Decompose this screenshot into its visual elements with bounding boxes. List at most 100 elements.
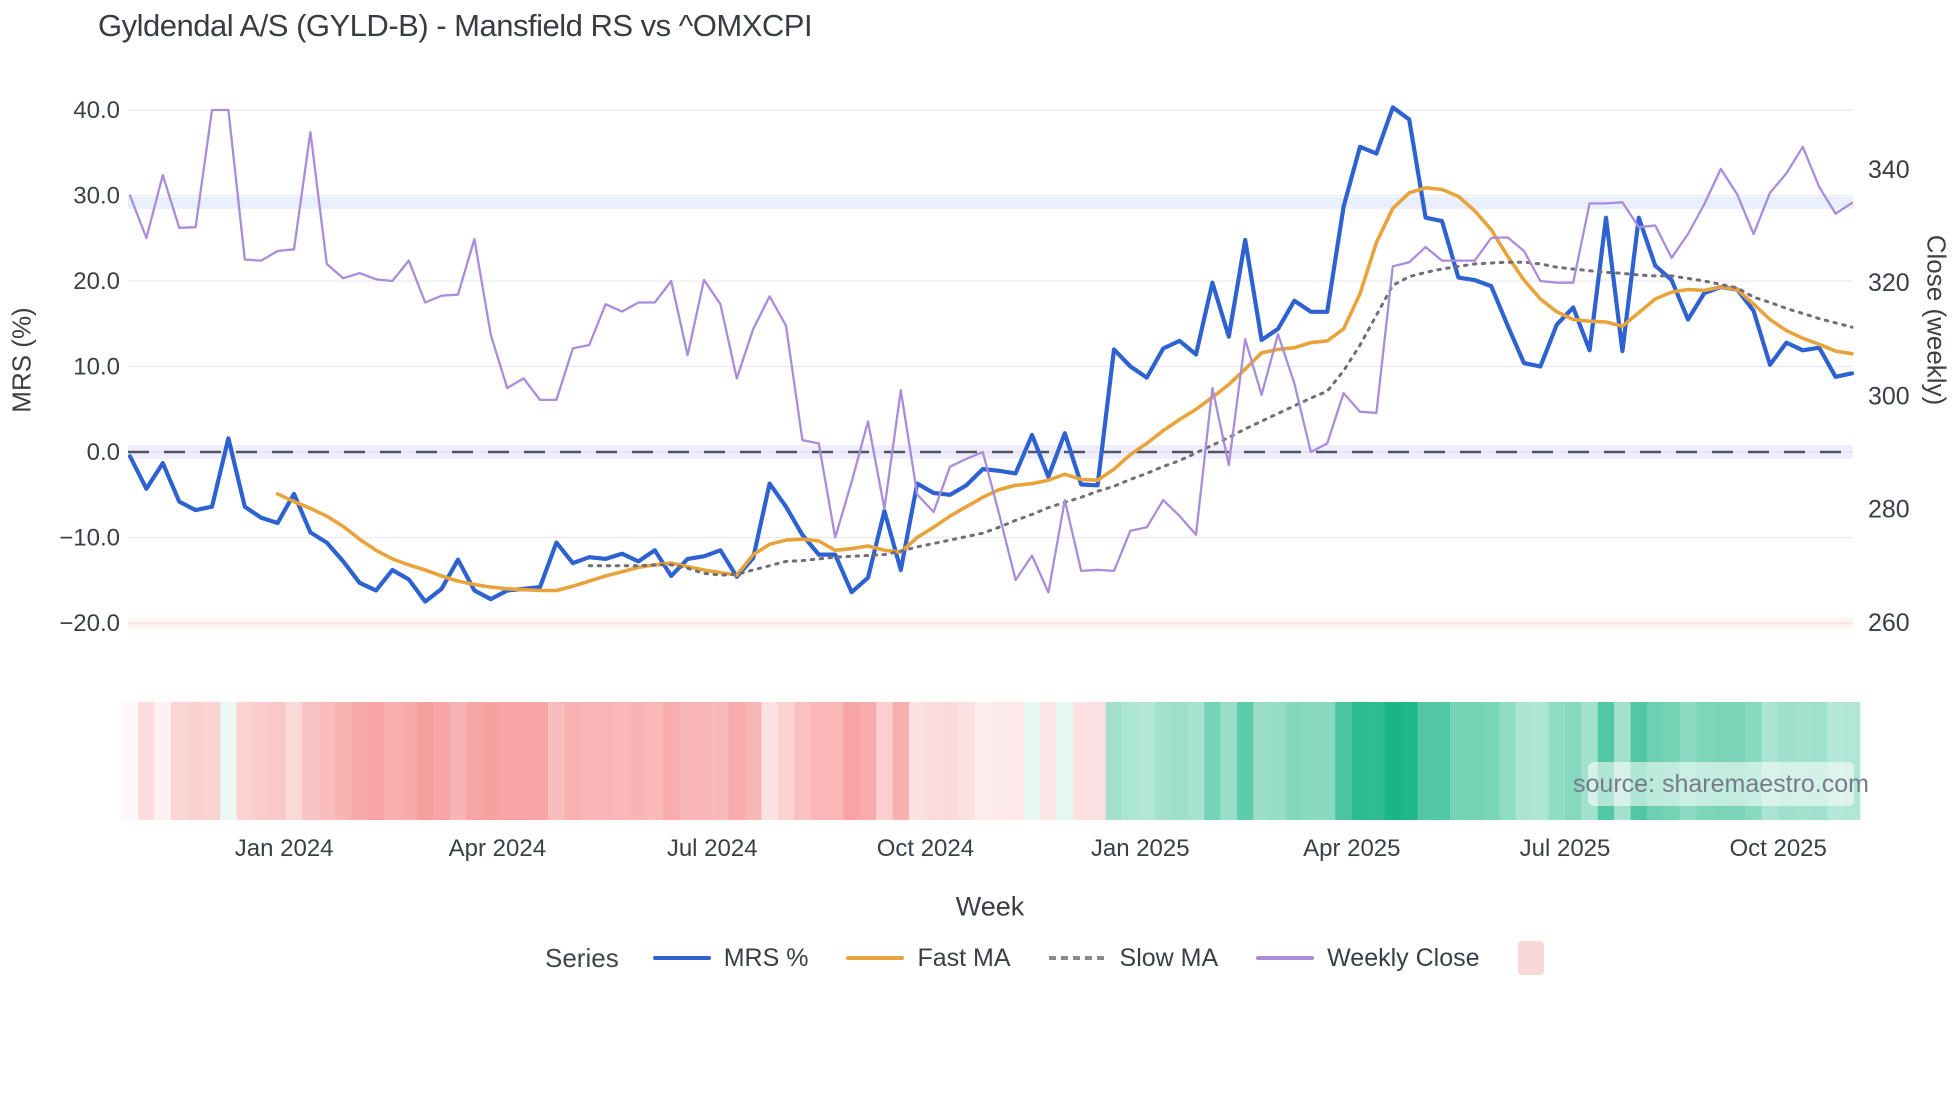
heat-cell (269, 702, 286, 820)
heat-cell (613, 702, 631, 820)
series-line-fast-ma (275, 186, 1854, 593)
x-tick-label: Apr 2024 (449, 835, 546, 862)
left-tick-label: 10.0 (73, 354, 120, 381)
heat-cell (548, 702, 565, 820)
left-tick-label: 0.0 (87, 439, 120, 466)
heat-cell (531, 702, 549, 820)
heat-cell (498, 702, 516, 820)
heat-cell (1286, 702, 1303, 820)
heat-cell (1417, 702, 1434, 820)
heat-cell (990, 702, 1008, 820)
heat-cell (1433, 702, 1451, 820)
heat-cell (318, 702, 336, 820)
heat-cell (744, 702, 762, 820)
heat-cell (384, 702, 401, 820)
heat-cell (1072, 702, 1090, 820)
heat-cell (482, 702, 500, 820)
left-tick-label: −20.0 (59, 610, 120, 637)
left-tick-label: −10.0 (59, 525, 120, 552)
heat-cell (662, 702, 680, 820)
heat-cell (400, 702, 418, 820)
heat-cell (302, 702, 319, 820)
heat-cell (859, 702, 877, 820)
legend-item-mrs-[interactable]: MRS % (652, 944, 808, 973)
heat-cell (1040, 702, 1057, 820)
heat-cell (433, 702, 450, 820)
heat-cell (630, 702, 647, 820)
heat-cell (695, 702, 713, 820)
heat-cell (876, 702, 893, 820)
heat-cell (1023, 702, 1041, 820)
heat-cell (597, 702, 614, 820)
heat-cell (285, 702, 303, 820)
right-tick-label: 320 (1868, 269, 1910, 297)
line-swatch (1048, 956, 1107, 960)
heat-cell (1154, 702, 1172, 820)
heat-cell (826, 702, 844, 820)
left-tick-label: 20.0 (73, 268, 120, 295)
legend-item-weekly-close[interactable]: Weekly Close (1256, 943, 1480, 973)
heat-cell (416, 702, 434, 820)
heat-cell (1236, 702, 1254, 820)
heat-cell (334, 702, 352, 820)
x-tick-label: Jan 2024 (235, 835, 334, 862)
heat-cell (1089, 702, 1106, 820)
legend-item-slow-ma[interactable]: Slow MA (1048, 944, 1218, 973)
heat-cell (679, 702, 696, 820)
heat-cell (203, 702, 221, 820)
series-line-mrs- (127, 105, 1855, 604)
heat-cell (236, 702, 254, 820)
heat-cell (1187, 702, 1205, 820)
x-tick-label: Jul 2025 (1520, 835, 1611, 862)
chart-title: Gyldendal A/S (GYLD-B) - Mansfield RS vs… (98, 8, 813, 43)
heat-cell (1515, 702, 1533, 820)
heat-cell (1548, 702, 1566, 820)
heat-cell (466, 702, 483, 820)
heat-cell (1220, 702, 1238, 820)
reference-band (128, 445, 1853, 459)
heat-cell (925, 702, 942, 820)
series-line-weekly-close (128, 108, 1854, 594)
line-swatch (1256, 956, 1315, 960)
heat-cell (1105, 702, 1123, 820)
heat-cell (974, 702, 992, 820)
heat-cell (1204, 702, 1221, 820)
heat-cell (170, 702, 188, 820)
x-tick-label: Oct 2025 (1729, 835, 1826, 862)
heat-cell (1400, 702, 1418, 820)
heat-cell (580, 702, 598, 820)
heat-cell (252, 702, 270, 820)
legend-item-fast-ma[interactable]: Fast MA (846, 943, 1011, 973)
heat-cell (1384, 702, 1402, 820)
heat-cell (1318, 702, 1336, 820)
x-tick-label: Apr 2025 (1303, 835, 1400, 862)
heat-cell (843, 702, 860, 820)
heat-cell (1564, 702, 1582, 820)
heat-cell (1368, 702, 1385, 820)
right-tick-label: 340 (1868, 156, 1910, 184)
heat-cell (1499, 702, 1516, 820)
heat-cell (1302, 702, 1320, 820)
heat-cell (449, 702, 467, 820)
x-tick-label: Jan 2025 (1091, 835, 1190, 862)
heat-cell (1007, 702, 1024, 820)
reference-band (128, 618, 1853, 628)
legend-item-heat-swatch[interactable] (1517, 941, 1544, 975)
left-axis-title: MRS (%) (6, 307, 37, 413)
right-tick-label: 260 (1868, 609, 1910, 637)
legend-item-label: Fast MA (917, 943, 1011, 972)
heat-cell (761, 702, 778, 820)
heat-cell (1450, 702, 1467, 820)
heat-cell (154, 702, 172, 820)
heat-cell (1253, 702, 1270, 820)
right-tick-label: 280 (1868, 496, 1910, 524)
legend: Series MRS % Fast MA Slow MA Weekly Close (545, 941, 1544, 975)
legend-item-label: Weekly Close (1327, 943, 1480, 972)
heat-cell (1482, 702, 1500, 820)
heat-cell (367, 702, 385, 820)
heat-cell (1171, 702, 1188, 820)
left-tick-label: 30.0 (73, 183, 120, 210)
heat-cell (1351, 702, 1369, 820)
right-tick-label: 300 (1868, 382, 1910, 410)
